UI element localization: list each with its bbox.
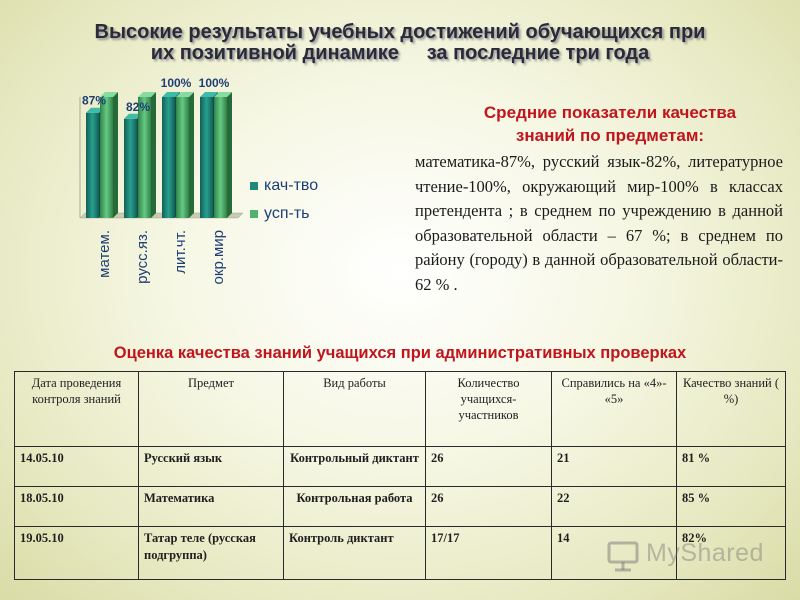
data-label: 100% bbox=[161, 76, 192, 90]
bar-кач-тво bbox=[200, 97, 213, 218]
cell-passed: 22 bbox=[551, 486, 677, 527]
bar-top bbox=[162, 92, 180, 97]
bar-усп-ть bbox=[176, 97, 189, 218]
cell-participants: 26 bbox=[425, 446, 552, 487]
presentation-board-icon bbox=[607, 541, 639, 572]
data-label: 100% bbox=[199, 76, 230, 90]
header-date: Дата проведения контроля знаний bbox=[14, 371, 139, 447]
header-subject: Предмет bbox=[138, 371, 284, 447]
watermark: MyShared bbox=[606, 536, 776, 576]
header-work-type: Вид работы bbox=[283, 371, 426, 447]
bar-top bbox=[124, 113, 142, 119]
bar-top bbox=[176, 92, 194, 97]
cell-subject: Татар теле (русская подгруппа) bbox=[138, 526, 284, 580]
table-row: 19.05.10 Татар теле (русская подгруппа) … bbox=[14, 526, 786, 580]
table-heading: Оценка качества знаний учащихся при адми… bbox=[113, 344, 687, 362]
bar-усп-ть bbox=[214, 97, 227, 218]
cell-quality: 82% bbox=[676, 526, 786, 580]
bar-side bbox=[113, 92, 118, 218]
cell-date: 19.05.10 bbox=[14, 526, 139, 580]
cell-subject: Математика bbox=[138, 486, 284, 527]
table-row: 18.05.10 Математика Контрольная работа 2… bbox=[14, 486, 786, 527]
cell-quality: 81 % bbox=[676, 446, 786, 487]
legend-swatch bbox=[250, 210, 258, 218]
bar-усп-ть bbox=[138, 97, 151, 218]
header-passed: Справились на «4»- «5» bbox=[551, 371, 677, 447]
bar-кач-тво bbox=[124, 118, 137, 218]
legend-label: усп-ть bbox=[264, 205, 309, 222]
cell-subject: Русский язык bbox=[138, 446, 284, 487]
cell-quality: 85 % bbox=[676, 486, 786, 527]
side-heading: Средние показатели качества знаний по пр… bbox=[420, 101, 800, 147]
data-label: 82% bbox=[126, 100, 150, 114]
bar-top bbox=[200, 92, 218, 97]
quality-bar-chart: 87% 82% 100% 100% матем. русс.яз. лит.чт. окр.… bbox=[79, 76, 318, 284]
chart-data-labels: 87% 82% 100% 100% bbox=[82, 76, 230, 114]
side-heading-line1: Средние показатели качества bbox=[483, 103, 737, 122]
bar-кач-тво bbox=[162, 97, 175, 218]
side-heading-line2: знаний по предметам: bbox=[515, 126, 705, 145]
bar-top bbox=[214, 92, 232, 97]
legend-swatch bbox=[250, 182, 258, 190]
slide-title: Высокие результаты учебных достижений об… bbox=[0, 22, 800, 64]
cell-date: 14.05.10 bbox=[14, 446, 139, 487]
chart-bars bbox=[86, 92, 232, 218]
results-table: Дата проведения контроля знаний Предмет … bbox=[14, 371, 786, 580]
chart-category-labels: матем. русс.яз. лит.чт. окр.мир bbox=[96, 230, 227, 284]
table-row: 14.05.10 Русский язык Контрольный диктан… bbox=[14, 446, 786, 487]
cell-passed: 21 bbox=[551, 446, 677, 487]
cell-participants: 26 bbox=[425, 486, 552, 527]
bar-top bbox=[138, 92, 156, 97]
bar-top bbox=[86, 107, 104, 113]
slide-title-line2: их позитивной динамике за последние три … bbox=[150, 42, 650, 64]
cell-participants: 17/17 bbox=[425, 526, 552, 580]
table-header-row: Дата проведения контроля знаний Предмет … bbox=[14, 371, 786, 447]
cell-passed: 14 bbox=[551, 526, 677, 580]
category-label: лит.чт. bbox=[172, 230, 189, 274]
category-label: матем. bbox=[96, 230, 113, 278]
cell-work-type: Контроль диктант bbox=[283, 526, 426, 580]
cell-work-type: Контрольная работа bbox=[283, 486, 426, 527]
side-description: математика-87%, русский язык-82%, литера… bbox=[415, 152, 783, 294]
legend-label: кач-тво bbox=[264, 177, 318, 194]
header-quality: Качество знаний ( %) bbox=[676, 371, 786, 447]
watermark-text: MyShared bbox=[646, 539, 764, 567]
bar-side bbox=[189, 92, 194, 218]
cell-work-type: Контрольный диктант bbox=[283, 446, 426, 487]
bar-усп-ть bbox=[100, 97, 113, 218]
bar-side bbox=[151, 92, 156, 218]
chart-legend: кач-тво усп-ть bbox=[250, 177, 318, 222]
cell-date: 18.05.10 bbox=[14, 486, 139, 527]
category-label: русс.яз. bbox=[134, 230, 151, 284]
header-participants: Количество учащихся-участников bbox=[425, 371, 552, 447]
bar-side bbox=[227, 92, 232, 218]
data-label: 87% bbox=[82, 94, 106, 108]
slide-title-line1: Высокие результаты учебных достижений об… bbox=[94, 21, 706, 43]
category-label: окр.мир bbox=[210, 230, 227, 284]
bar-кач-тво bbox=[86, 112, 99, 218]
bar-top bbox=[100, 92, 118, 97]
